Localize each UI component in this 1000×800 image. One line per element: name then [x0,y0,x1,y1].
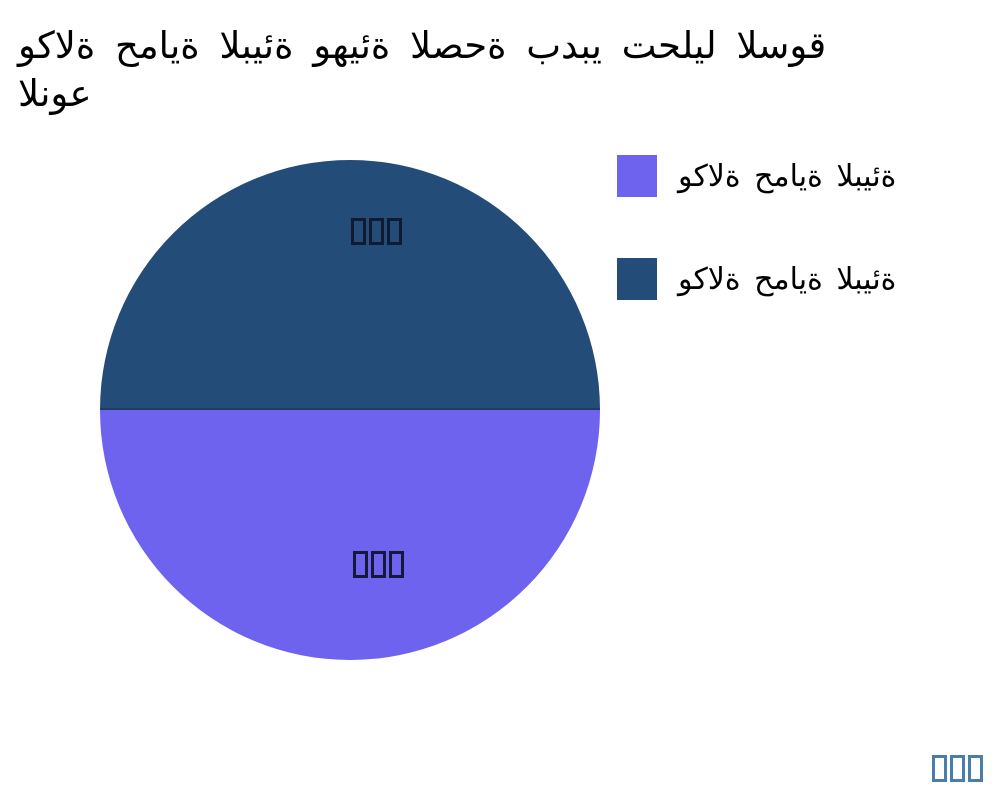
legend-label: وكالة حماية البيئة [678,158,897,194]
legend-swatch-purple [617,155,657,197]
missing-glyph-box [353,551,368,578]
pie-slice-label-top [351,218,402,245]
footnote-glyphs [932,755,983,782]
legend-label: وكالة حماية البيئة [678,261,897,297]
legend-item: وكالة حماية البيئة [617,155,896,197]
missing-glyph-box [950,755,965,782]
missing-glyph-box [387,218,402,245]
pie-chart [100,160,600,660]
missing-glyph-box [968,755,983,782]
missing-glyph-box [351,218,366,245]
chart-title-line-1: وكالة حماية البيئة وهيئة الصحة بدبي تحلي… [18,24,827,67]
chart-title-line-2: النوع [18,72,92,115]
missing-glyph-box [389,551,404,578]
legend-swatch-darkblue [617,258,657,300]
legend-item: وكالة حماية البيئة [617,258,896,300]
missing-glyph-box [371,551,386,578]
missing-glyph-box [932,755,947,782]
pie-slice-label-bottom [353,551,404,578]
missing-glyph-box [369,218,384,245]
